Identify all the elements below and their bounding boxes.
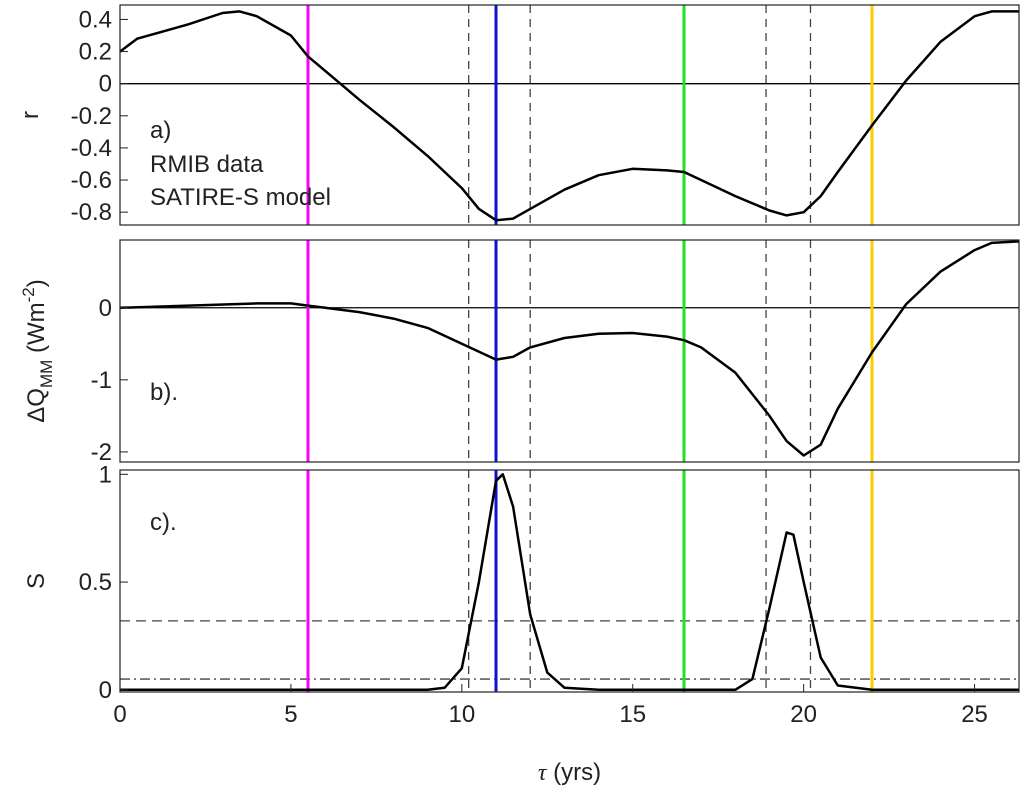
y-axis-label: ΔQMM (Wm-2) <box>19 279 56 422</box>
plot-area <box>120 240 1019 462</box>
label-sub: MM <box>37 360 56 388</box>
y-tick-label: 0.2 <box>79 39 112 66</box>
y-axis-label: S <box>23 573 50 589</box>
x-tick-label: 0 <box>113 701 126 728</box>
label-part: ΔQ <box>23 388 50 423</box>
x-tick-label: 15 <box>619 701 646 728</box>
y-tick-label: 0 <box>99 295 112 322</box>
y-tick-label: -0.2 <box>71 103 112 130</box>
label-symbol: τ <box>538 760 548 786</box>
y-tick-label: -0.8 <box>71 199 112 226</box>
y-tick-label: -0.6 <box>71 167 112 194</box>
annotation: SATIRE-S model <box>150 184 331 211</box>
y-tick-label: 1 <box>99 461 112 488</box>
annotation: c). <box>150 509 177 536</box>
x-tick-label: 10 <box>448 701 475 728</box>
y-tick-label: 0.5 <box>79 569 112 596</box>
data-line <box>120 473 1019 692</box>
plot-frame <box>119 4 1020 226</box>
data-line <box>119 240 1020 457</box>
label-part: (yrs) <box>546 759 601 786</box>
y-tick-label: 0 <box>99 677 112 704</box>
x-axis-label: τ (yrs) <box>538 759 601 786</box>
label-part: ) <box>23 279 50 287</box>
x-tick-label: 20 <box>790 701 817 728</box>
data-line <box>119 10 1019 222</box>
y-axis-label: r <box>17 111 44 119</box>
annotation: b). <box>150 379 178 406</box>
y-tick-label: -1 <box>91 367 112 394</box>
plot-frame <box>119 469 1020 693</box>
x-tick-label: 5 <box>284 701 297 728</box>
annotation: RMIB data <box>150 151 264 178</box>
y-tick-label: 0 <box>99 71 112 98</box>
plot-frame <box>119 239 1020 463</box>
y-tick-label: -2 <box>91 439 112 466</box>
label-part: (Wm <box>23 302 50 359</box>
label-sup: -2 <box>19 287 38 302</box>
y-tick-label: 0.4 <box>79 6 112 33</box>
plot-area <box>120 470 1019 692</box>
y-tick-label: -0.4 <box>71 135 112 162</box>
annotation: a) <box>150 117 171 144</box>
x-tick-label: 25 <box>961 701 988 728</box>
